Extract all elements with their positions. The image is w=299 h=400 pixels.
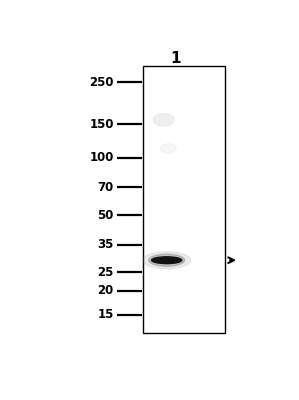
Ellipse shape [152, 257, 182, 264]
Text: 250: 250 [89, 76, 114, 89]
Text: 50: 50 [97, 209, 114, 222]
Text: 1: 1 [170, 51, 181, 66]
Text: 25: 25 [97, 266, 114, 279]
Ellipse shape [160, 144, 176, 153]
Text: 35: 35 [97, 238, 114, 251]
Text: 20: 20 [97, 284, 114, 297]
Ellipse shape [153, 114, 174, 126]
Bar [143, 66, 225, 333]
Ellipse shape [143, 252, 191, 269]
Text: 15: 15 [97, 308, 114, 321]
Text: 70: 70 [97, 181, 114, 194]
Text: 100: 100 [89, 151, 114, 164]
Ellipse shape [149, 254, 185, 266]
Text: 150: 150 [89, 118, 114, 131]
